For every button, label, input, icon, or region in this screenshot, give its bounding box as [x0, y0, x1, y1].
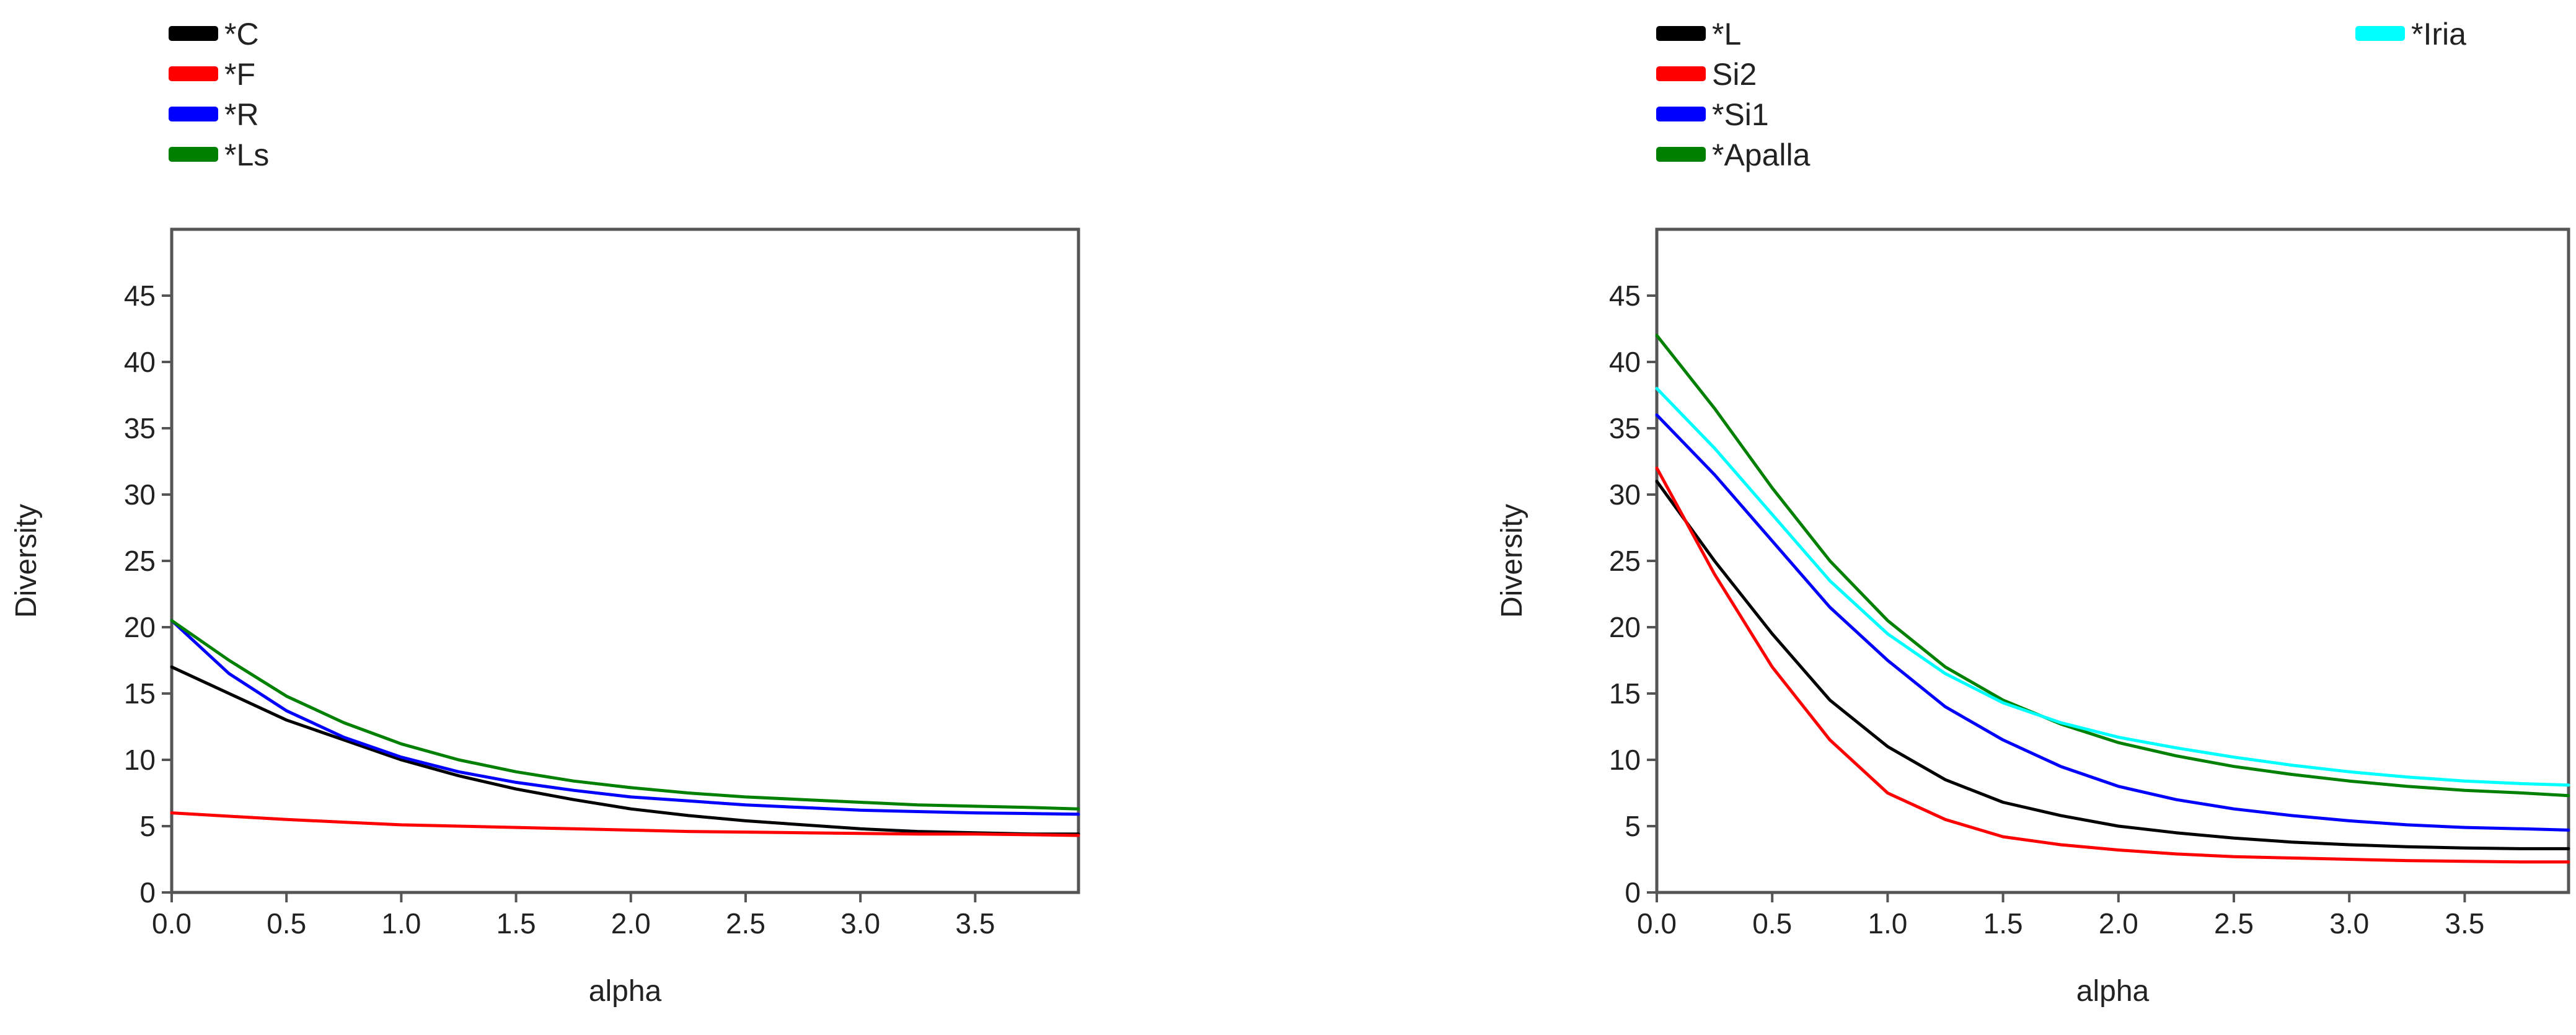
legend-label: *Iria [2411, 17, 2466, 51]
legend-swatch [1656, 147, 1706, 162]
y-tick-label: 25 [1609, 545, 1641, 577]
legend-label: *C [224, 17, 259, 51]
legend-label: *Apalla [1712, 138, 1811, 172]
legend-label: *Ls [224, 138, 269, 172]
legend-label: *Si1 [1712, 97, 1769, 132]
plot-frame [1655, 227, 2570, 894]
legend-swatch [169, 26, 218, 41]
y-tick-label: 30 [1609, 478, 1641, 511]
legend-swatch [169, 107, 218, 121]
legend-swatch [169, 66, 218, 81]
x-tick-label: 2.5 [726, 907, 765, 940]
y-tick-label: 30 [124, 478, 156, 511]
x-tick-label: 1.5 [496, 907, 536, 940]
x-tick-label: 3.5 [2445, 907, 2484, 940]
x-tick-label: 3.5 [955, 907, 995, 940]
y-axis-title: Diversity [1496, 504, 1528, 618]
x-tick-label: 2.0 [2099, 907, 2138, 940]
y-axis-title: Diversity [10, 504, 43, 618]
x-tick-label: 1.0 [381, 907, 421, 940]
legend-swatch [1656, 107, 1706, 121]
y-tick-label: 10 [124, 744, 156, 776]
series-line [1655, 387, 2570, 787]
y-tick-label: 45 [1609, 280, 1641, 312]
x-tick-label: 2.0 [611, 907, 651, 940]
x-tick-label: 3.0 [2329, 907, 2369, 940]
y-tick-label: 5 [1625, 810, 1641, 842]
series-line [1655, 333, 2570, 798]
series-line [170, 811, 1080, 837]
legend-swatch [1656, 26, 1706, 41]
y-tick-label: 0 [1625, 876, 1641, 909]
legend-swatch [2355, 26, 2405, 41]
y-tick-label: 20 [1609, 611, 1641, 643]
x-tick-label: 0.0 [1637, 907, 1677, 940]
y-tick-label: 35 [124, 412, 156, 444]
series-line [170, 619, 1080, 816]
y-tick-label: 35 [1609, 412, 1641, 444]
x-tick-label: 0.5 [1752, 907, 1792, 940]
x-tick-label: 0.0 [152, 907, 192, 940]
legend-label: Si2 [1712, 57, 1757, 92]
series-line [1655, 413, 2570, 832]
series-line [1655, 466, 2570, 864]
x-axis-title: alpha [589, 975, 662, 1008]
chart-left: 0 5 10 15 20 25 30 35 40 45 0.0 0.5 1.0 1.5 2.0 2.5 3.0 3… [10, 17, 1080, 1008]
legend-label: *L [1712, 17, 1741, 51]
legend-label: *F [224, 57, 255, 92]
series-line [1655, 480, 2570, 850]
y-tick-label: 10 [1609, 744, 1641, 776]
y-tick-label: 40 [1609, 346, 1641, 378]
y-tick-label: 5 [139, 810, 156, 842]
plot-frame [170, 227, 1080, 894]
x-tick-label: 0.5 [267, 907, 306, 940]
y-tick-label: 0 [139, 876, 156, 909]
y-tick-label: 25 [124, 545, 156, 577]
y-tick-label: 15 [124, 677, 156, 710]
x-tick-label: 1.0 [1868, 907, 1907, 940]
x-tick-label: 1.5 [1983, 907, 2023, 940]
x-tick-label: 2.5 [2214, 907, 2254, 940]
legend-swatch [169, 147, 218, 162]
chart-right: 0 5 10 15 20 25 30 35 40 45 0.0 0.5 1.0 1.5 2.0 2.5 3.0 3… [1496, 17, 2570, 1008]
y-tick-label: 15 [1609, 677, 1641, 710]
y-tick-label: 40 [124, 346, 156, 378]
series-line [170, 619, 1080, 811]
series-line [170, 665, 1080, 836]
legend-label: *R [224, 97, 259, 132]
y-tick-label: 20 [124, 611, 156, 643]
y-tick-label: 45 [124, 280, 156, 312]
x-axis-title: alpha [2076, 975, 2150, 1008]
legend-swatch [1656, 66, 1706, 81]
x-tick-label: 3.0 [840, 907, 880, 940]
